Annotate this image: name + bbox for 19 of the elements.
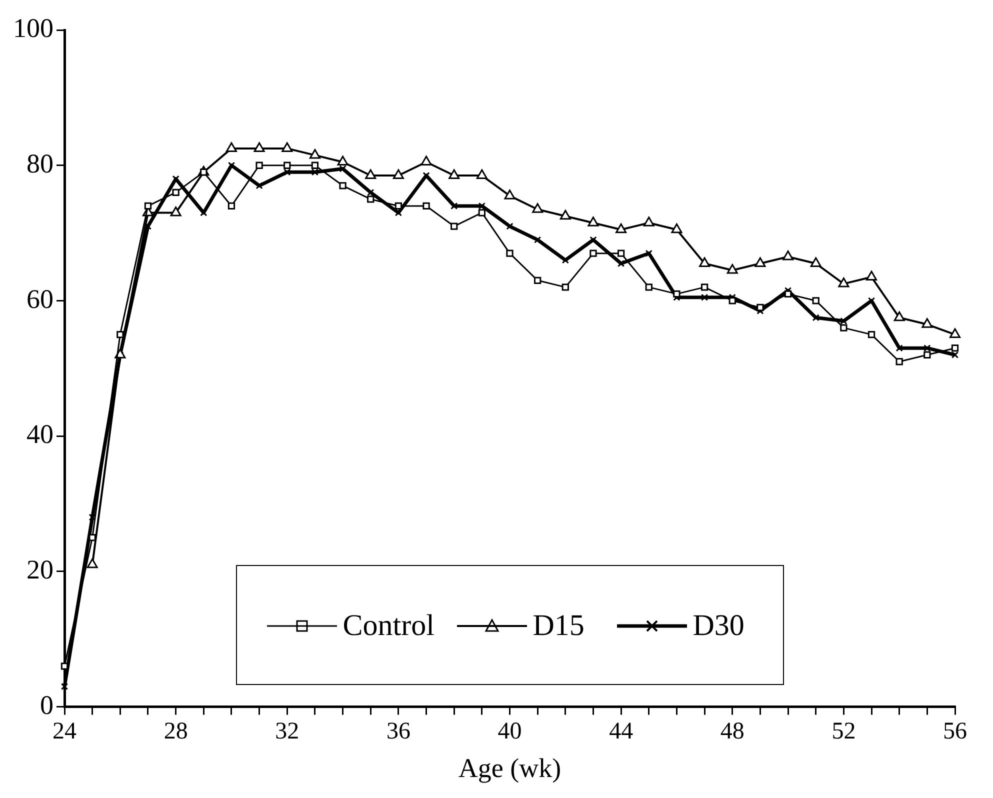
x-tick-label: 24	[52, 718, 76, 744]
y-tick-label: 80	[26, 148, 54, 178]
x-tick-label: 48	[720, 718, 744, 744]
y-tick-label: 0	[40, 690, 54, 720]
legend-label: D30	[692, 608, 744, 644]
x-tick-label: 56	[943, 718, 967, 744]
x-tick-label: 44	[609, 718, 634, 744]
x-tick-label: 28	[164, 718, 188, 744]
y-tick-label: 20	[26, 554, 54, 585]
y-tick-label: 40	[26, 419, 54, 450]
x-tick-label: 32	[275, 718, 300, 744]
legend-label: D15	[532, 608, 584, 644]
y-tick-label: 100	[13, 13, 54, 44]
x-tick-label: 40	[498, 718, 522, 744]
y-tick-label: 60	[26, 284, 54, 314]
x-tick-label: 36	[386, 718, 410, 744]
x-axis-title: Age (wk)	[458, 752, 562, 783]
x-tick-label: 52	[832, 718, 856, 744]
legend-label: Control	[342, 608, 434, 644]
